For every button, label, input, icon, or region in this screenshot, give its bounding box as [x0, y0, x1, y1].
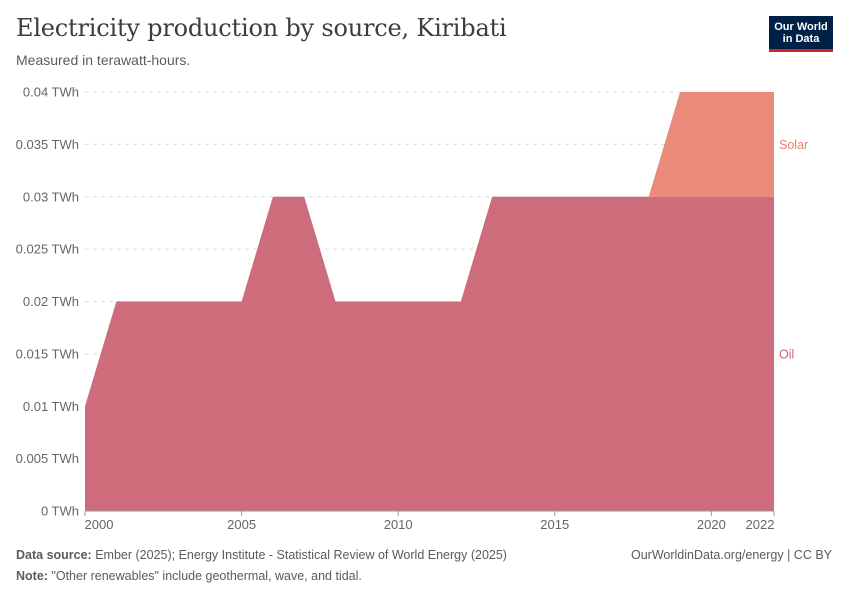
chart-subtitle: Measured in terawatt-hours. — [16, 52, 191, 68]
owid-logo[interactable]: Our World in Data — [769, 16, 833, 52]
logo-line-2: in Data — [782, 33, 820, 45]
x-tick-label: 2000 — [85, 517, 114, 532]
source-label: Data source: — [16, 548, 92, 562]
note-text: "Other renewables" include geothermal, w… — [47, 569, 362, 583]
series-label-oil: Oil — [779, 347, 794, 361]
chart-note: Note: "Other renewables" include geother… — [16, 569, 362, 583]
x-tick-label: 2005 — [227, 517, 256, 532]
license-link[interactable]: OurWorldinData.org/energy | CC BY — [630, 548, 832, 562]
x-tick-label: 2015 — [540, 517, 569, 532]
logo-line-1: Our World — [774, 21, 828, 33]
y-tick-label: 0.01 TWh — [23, 399, 79, 414]
chart-title: Electricity production by source, Kiriba… — [16, 14, 507, 42]
series-areas — [85, 92, 774, 511]
y-tick-label: 0.03 TWh — [23, 189, 79, 204]
series-labels: Oil Solar — [779, 138, 808, 362]
axes: 0 TWh 0.005 TWh 0.01 TWh 0.015 TWh 0.02 TWh 0… — [16, 85, 775, 532]
x-tick-label: 2010 — [384, 517, 413, 532]
y-tick-label: 0.025 TWh — [16, 242, 79, 257]
note-label: Note: — [16, 569, 48, 583]
y-tick-label: 0 TWh — [41, 504, 79, 519]
y-tick-label: 0.005 TWh — [16, 451, 79, 466]
area-solar — [85, 92, 774, 407]
series-label-solar: Solar — [779, 138, 808, 152]
source-text: Ember (2025); Energy Institute - Statist… — [91, 548, 507, 562]
data-source: Data source: Ember (2025); Energy Instit… — [16, 548, 507, 562]
y-tick-label: 0.035 TWh — [16, 137, 79, 152]
x-tick-label: 2020 — [697, 517, 726, 532]
area-oil — [85, 196, 774, 511]
x-tick-label: 2022 — [746, 517, 775, 532]
y-tick-label: 0.04 TWh — [23, 85, 79, 100]
y-tick-label: 0.02 TWh — [23, 294, 79, 309]
y-tick-label: 0.015 TWh — [16, 346, 79, 361]
